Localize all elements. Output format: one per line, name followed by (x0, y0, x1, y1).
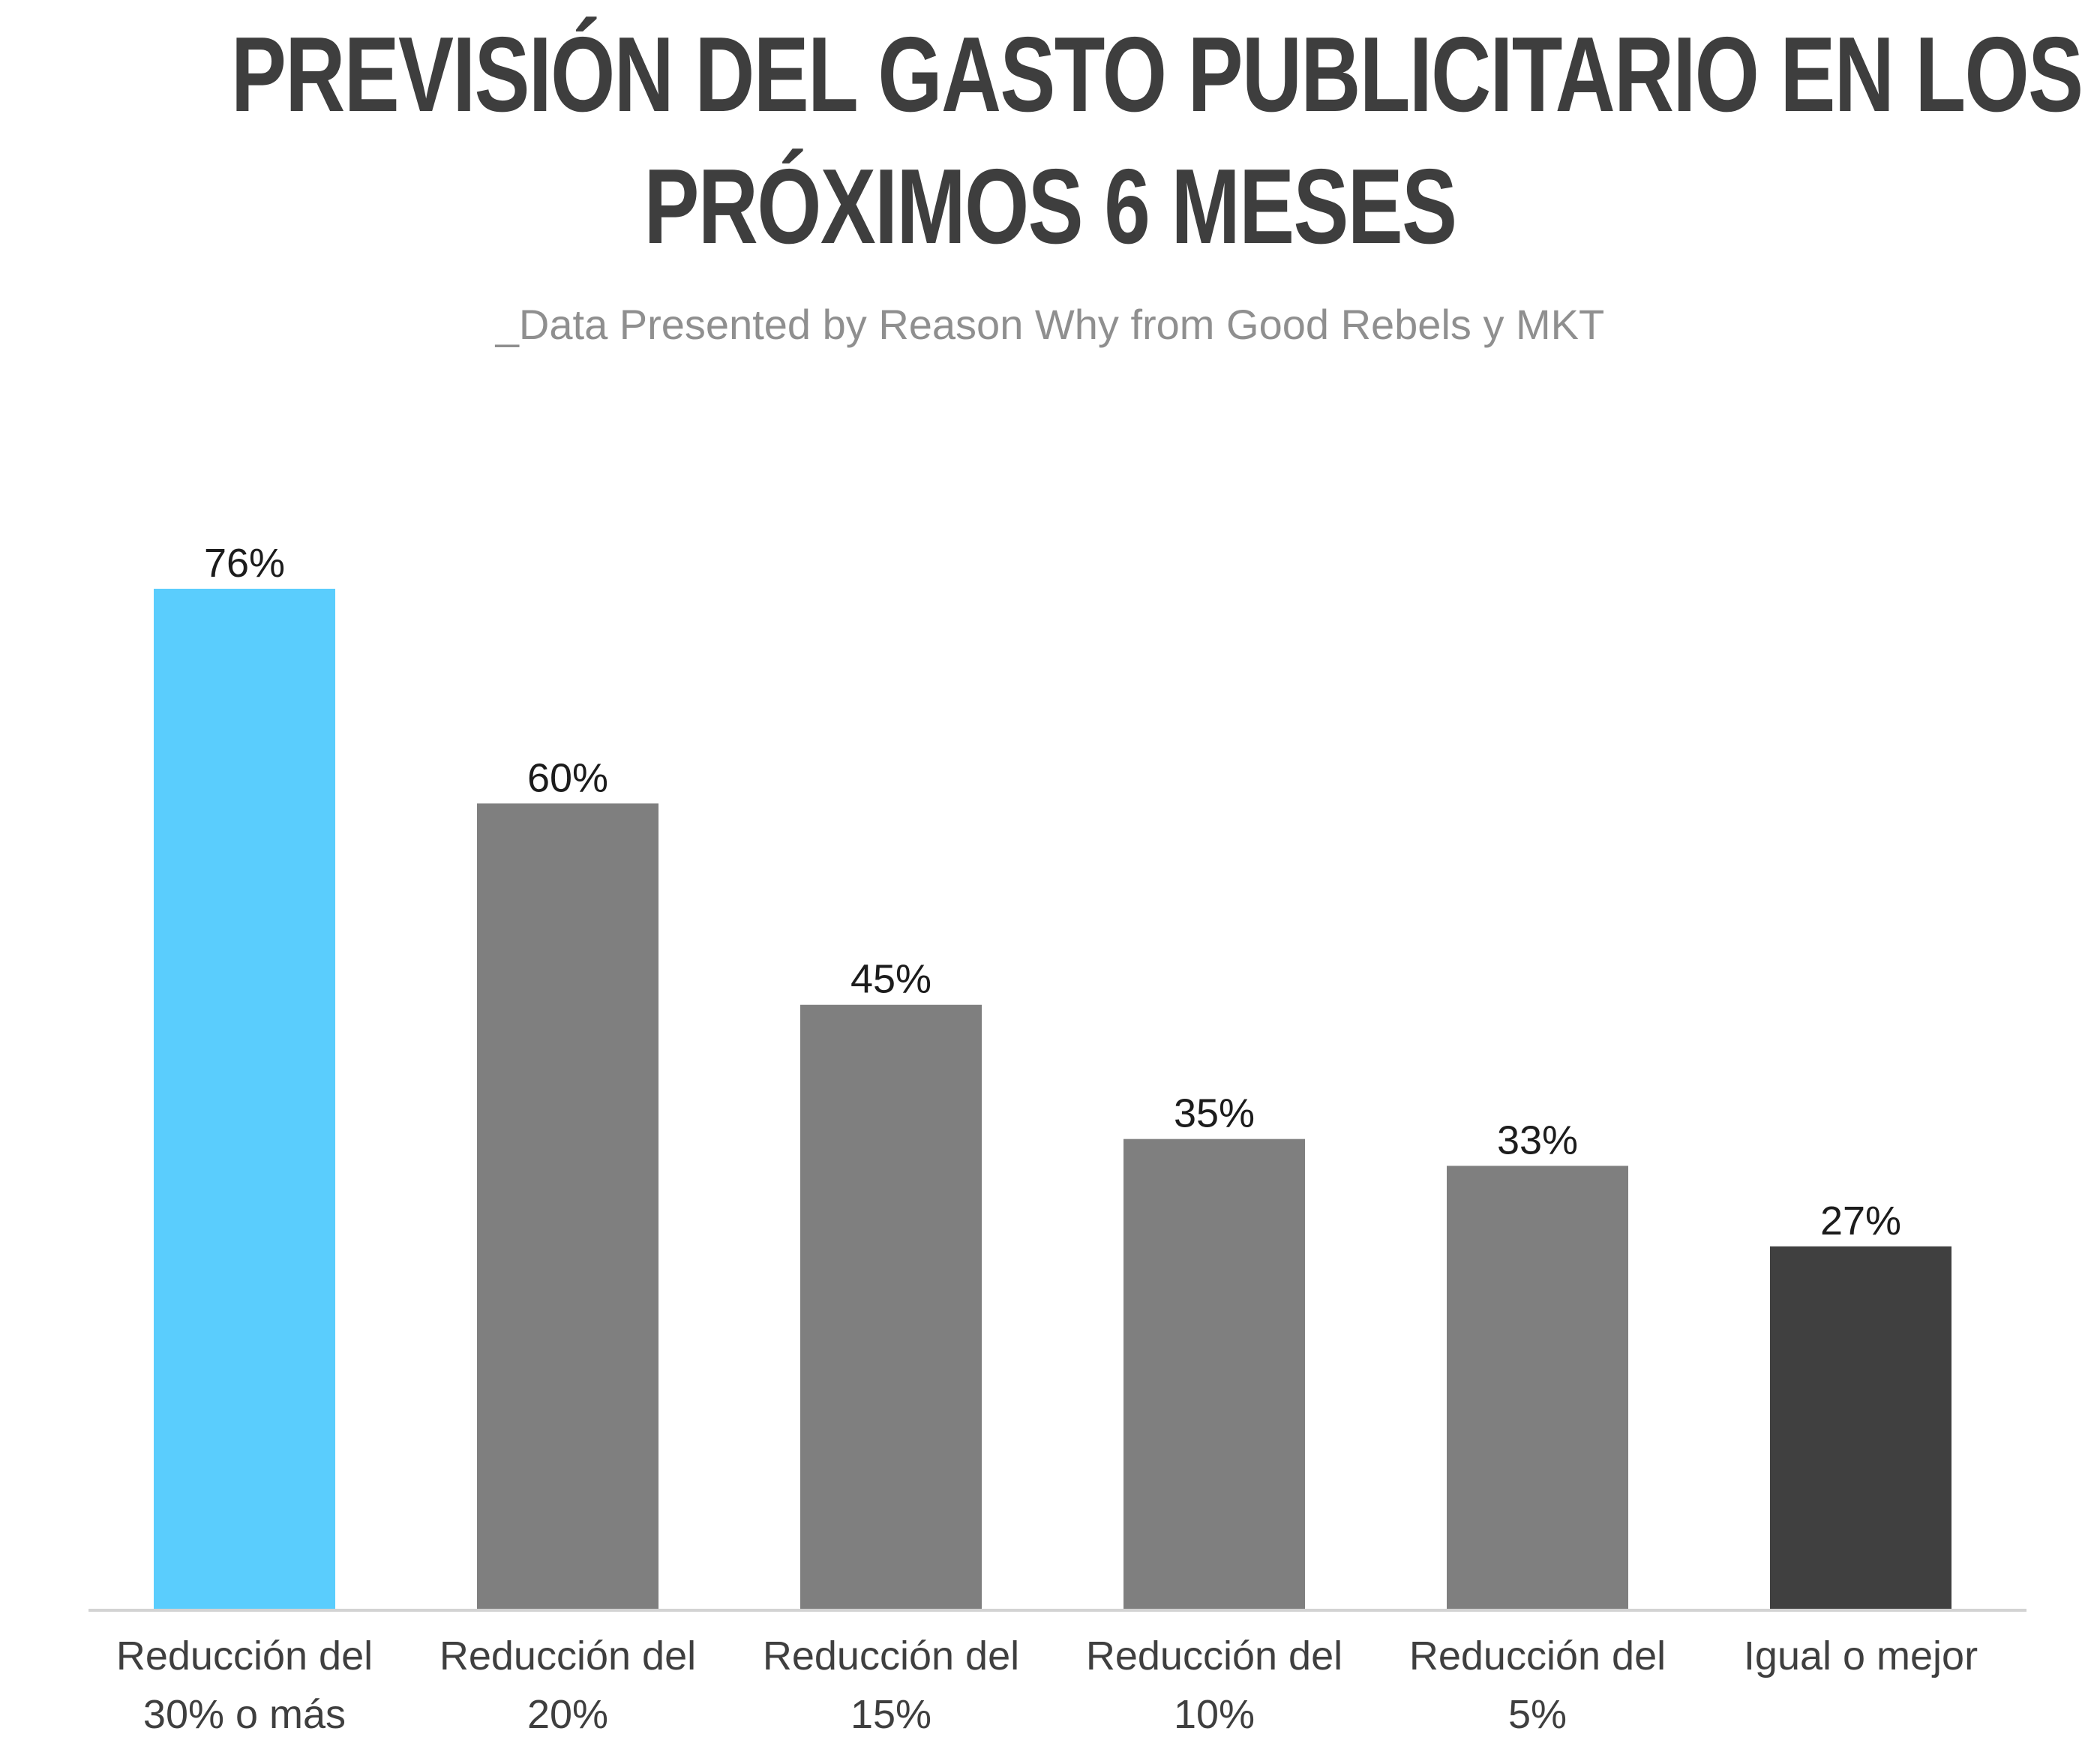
chart-subtitle: _Data Presented by Reason Why from Good … (495, 301, 1605, 348)
category-label-2-line-1: 15% (850, 1692, 932, 1737)
bar-4 (1447, 1166, 1628, 1609)
category-label-0-line-0: Reducción del (116, 1634, 373, 1678)
category-labels-group: Reducción del 30% o más Reducción del 20% Re… (116, 1634, 1978, 1737)
value-label-0: 76% (204, 541, 285, 586)
category-label-1-line-0: Reducción del (440, 1634, 696, 1678)
category-label-4-line-1: 5% (1508, 1692, 1567, 1737)
bar-1 (477, 803, 658, 1609)
value-label-1: 60% (527, 755, 608, 800)
category-label-4-line-0: Reducción del (1409, 1634, 1666, 1678)
bars-group (154, 589, 1952, 1609)
value-labels-group: 76% 60% 45% 35% 33% 27% (204, 541, 1901, 1244)
value-label-5: 27% (1820, 1198, 1901, 1244)
bar-3 (1124, 1138, 1305, 1609)
bar-5 (1770, 1246, 1952, 1609)
chart-title-line-1: PREVISIÓN DEL GASTO PUBLICITARIO EN LOS (231, 15, 2084, 134)
value-label-3: 35% (1174, 1091, 1255, 1136)
category-label-2-line-0: Reducción del (763, 1634, 1019, 1678)
value-label-2: 45% (850, 957, 932, 1002)
chart-title: PREVISIÓN DEL GASTO PUBLICITARIO EN LOS … (231, 9, 2084, 273)
bar-2 (800, 1004, 982, 1609)
category-label-1-line-1: 20% (527, 1692, 608, 1737)
category-label-3-line-1: 10% (1174, 1692, 1255, 1737)
category-label-0-line-1: 30% o más (143, 1692, 346, 1737)
category-label-3-line-0: Reducción del (1086, 1634, 1342, 1678)
bar-0 (154, 589, 335, 1609)
value-label-4: 33% (1497, 1118, 1578, 1162)
category-label-5-line-0: Igual o mejor (1744, 1634, 1978, 1678)
chart-title-line-2: PRÓXIMOS 6 MESES (644, 147, 1457, 266)
